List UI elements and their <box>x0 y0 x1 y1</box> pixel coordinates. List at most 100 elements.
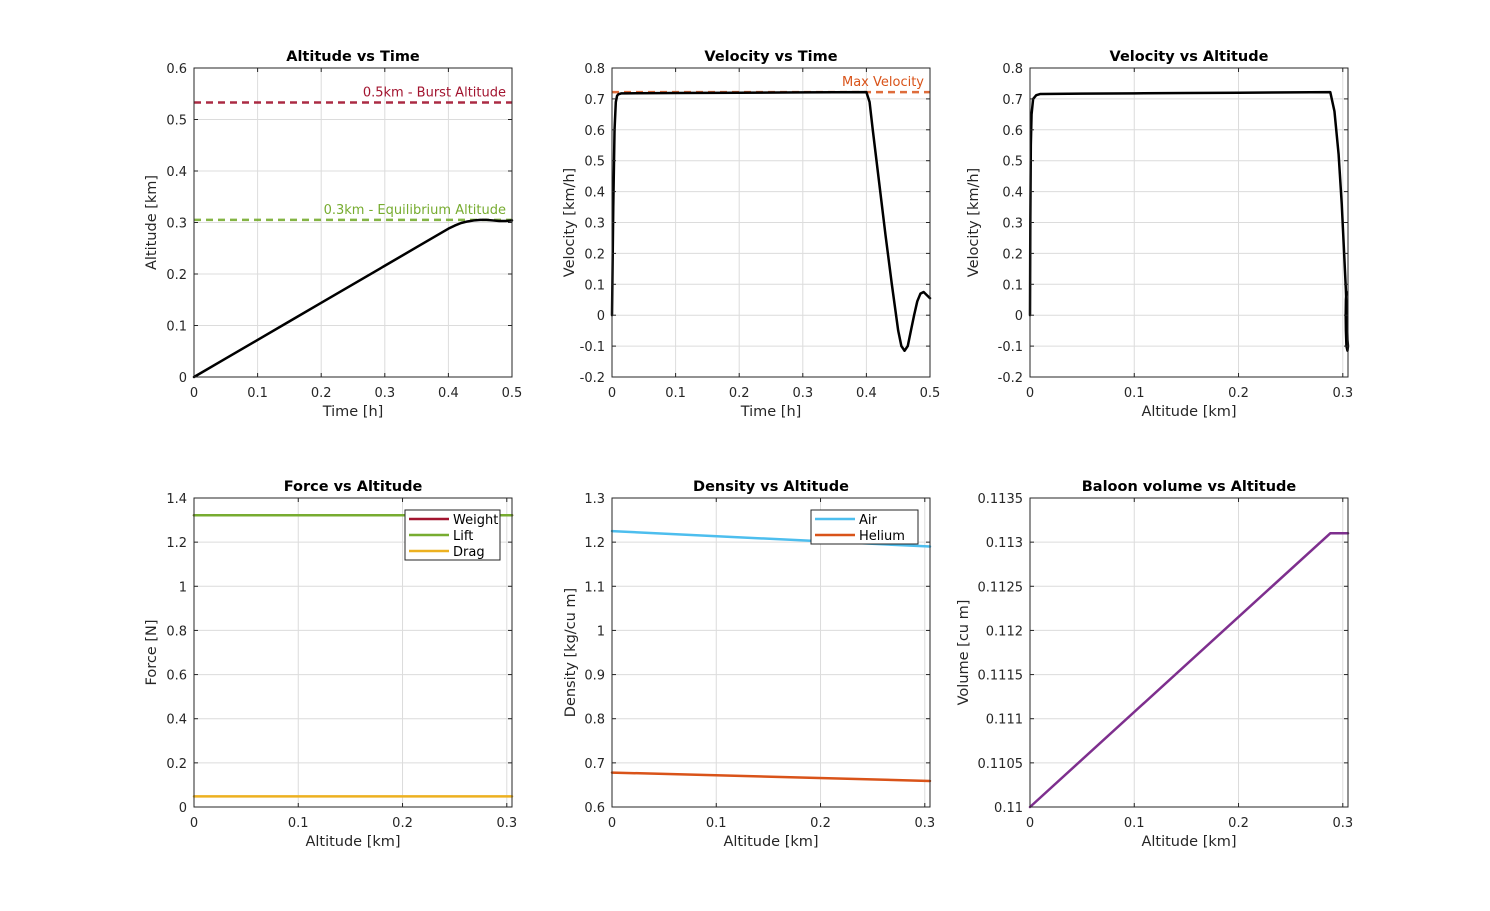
x-axis-label: Altitude [km] <box>723 834 818 850</box>
x-tick-label: 0.4 <box>856 386 877 401</box>
chart-panel-2: Max Velocity 0 0.1 0.2 0.3 0.4 0.5 -0.2 -0.1 0 0.1… <box>562 49 940 420</box>
y-tick-label: 0.8 <box>584 62 605 77</box>
axes-box <box>193 497 513 808</box>
y-tick-label: 0.4 <box>166 165 187 180</box>
y-tick-label: 0.7 <box>584 757 605 772</box>
y-tick-label: 0.8 <box>166 624 187 639</box>
x-tick-label: 0.2 <box>311 386 332 401</box>
chart-panel-6: 0 0.1 0.2 0.3 0.11 0.1105 0.111 0.1115 0.112 0.11… <box>956 479 1353 850</box>
x-tick-label: 0 <box>190 816 198 831</box>
chart-title: Baloon volume vs Altitude <box>1082 479 1297 495</box>
x-tick-label: 0.3 <box>792 386 813 401</box>
x-tick-label: 0.5 <box>920 386 941 401</box>
y-tick-label: 0.4 <box>1002 186 1023 201</box>
x-tick-label: 0.1 <box>1124 386 1145 401</box>
chart-title: Density vs Altitude <box>693 479 849 495</box>
series-line-1 <box>192 218 514 379</box>
series-line-1 <box>1028 532 1350 809</box>
x-tick-label: 0 <box>608 386 616 401</box>
y-tick-label: 0 <box>179 801 187 816</box>
y-tick-label: 0.1 <box>1002 278 1023 293</box>
y-axis-label: Volume [cu m] <box>956 600 972 706</box>
x-tick-label: 0 <box>608 816 616 831</box>
y-tick-label: 0.1105 <box>978 757 1024 772</box>
x-tick-label: 0.1 <box>1124 816 1145 831</box>
x-axis-label: Altitude [km] <box>305 834 400 850</box>
series-line-1 <box>610 90 932 352</box>
x-tick-label: 0.5 <box>502 386 523 401</box>
y-tick-label: -0.1 <box>580 340 605 355</box>
x-tick-label: 0.3 <box>914 816 935 831</box>
y-tick-label: 0 <box>597 309 605 324</box>
chart-panel-5: 0 0.1 0.2 0.3 0.6 0.7 0.8 0.9 1 1.1 1.2 1.3 Density … <box>563 479 935 850</box>
legend-label-helium: Helium <box>859 529 905 544</box>
x-tick-label: 0.1 <box>706 816 727 831</box>
chart-panel-4: 0 0.1 0.2 0.3 0 0.2 0.4 0.6 0.8 1 1.2 1.4 Force vs A… <box>144 479 517 850</box>
x-tick-label: 0.2 <box>1228 386 1249 401</box>
legend-label-weight: Weight <box>453 513 498 528</box>
y-axis-label: Velocity [km/h] <box>966 168 982 277</box>
reference-line-label: 0.3km - Equilibrium Altitude <box>324 203 506 218</box>
y-tick-label: 0.2 <box>1002 247 1023 262</box>
x-tick-label: 0 <box>1026 386 1034 401</box>
y-axis-label: Altitude [km] <box>144 175 160 270</box>
y-tick-label: 0.113 <box>986 536 1023 551</box>
y-tick-label: 0.112 <box>986 624 1023 639</box>
y-tick-label: 0.3 <box>584 217 605 232</box>
y-tick-label: -0.2 <box>580 371 605 386</box>
y-tick-label: 0.3 <box>1002 217 1023 232</box>
x-axis-label: Altitude [km] <box>1141 834 1236 850</box>
y-tick-label: 0.6 <box>1002 124 1023 139</box>
y-tick-label: 0.5 <box>584 155 605 170</box>
y-tick-label: 1.4 <box>166 492 187 507</box>
y-tick-label: 0.1135 <box>978 492 1024 507</box>
y-tick-label: 1.1 <box>584 580 605 595</box>
y-tick-label: 0.6 <box>584 801 605 816</box>
legend-box <box>810 509 919 545</box>
plot-area <box>1030 498 1348 807</box>
x-tick-label: 0.2 <box>729 386 750 401</box>
y-tick-label: 0.1115 <box>978 669 1024 684</box>
y-tick-label: 0.2 <box>166 268 187 283</box>
x-tick-label: 0.3 <box>1332 386 1353 401</box>
legend-label-drag: Drag <box>453 545 485 560</box>
x-tick-label: 0.2 <box>810 816 831 831</box>
y-tick-label: 0.8 <box>584 713 605 728</box>
y-tick-label: 0.7 <box>1002 93 1023 108</box>
y-tick-label: 0.1125 <box>978 580 1024 595</box>
y-tick-label: 1.2 <box>584 536 605 551</box>
y-tick-label: 0.4 <box>584 186 605 201</box>
x-tick-label: 0 <box>190 386 198 401</box>
axes-box <box>1029 497 1349 808</box>
y-tick-label: 1.2 <box>166 536 187 551</box>
y-tick-label: -0.1 <box>998 340 1023 355</box>
y-tick-label: 1.3 <box>584 492 605 507</box>
y-tick-label: 0.7 <box>584 93 605 108</box>
y-tick-label: 0.11 <box>994 801 1023 816</box>
y-tick-label: 0.5 <box>1002 155 1023 170</box>
reference-line-label: Max Velocity <box>842 75 924 90</box>
chart-title: Altitude vs Time <box>286 49 420 65</box>
series-line-helium <box>610 771 932 783</box>
y-tick-label: 0.6 <box>166 669 187 684</box>
y-tick-label: 0.1 <box>584 278 605 293</box>
x-axis-label: Time [h] <box>740 404 802 420</box>
plot-area <box>612 498 930 807</box>
y-tick-label: 0.2 <box>166 757 187 772</box>
y-tick-label: 0 <box>1015 309 1023 324</box>
y-tick-label: 0.2 <box>584 247 605 262</box>
y-tick-label: 0.111 <box>986 713 1023 728</box>
y-tick-label: -0.2 <box>998 371 1023 386</box>
y-tick-label: 0.8 <box>1002 62 1023 77</box>
y-axis-label: Force [N] <box>144 619 160 685</box>
y-tick-label: 1 <box>179 580 187 595</box>
chart-panel-3: 0 0.1 0.2 0.3 -0.2 -0.1 0 0.1 0.2 0.3 0.4 0.5 0.6 0.7… <box>966 49 1353 420</box>
x-tick-label: 0.3 <box>496 816 517 831</box>
x-tick-label: 0.4 <box>438 386 459 401</box>
y-tick-label: 0.6 <box>166 62 187 77</box>
y-tick-label: 0.9 <box>584 669 605 684</box>
legend-label-lift: Lift <box>453 529 473 544</box>
